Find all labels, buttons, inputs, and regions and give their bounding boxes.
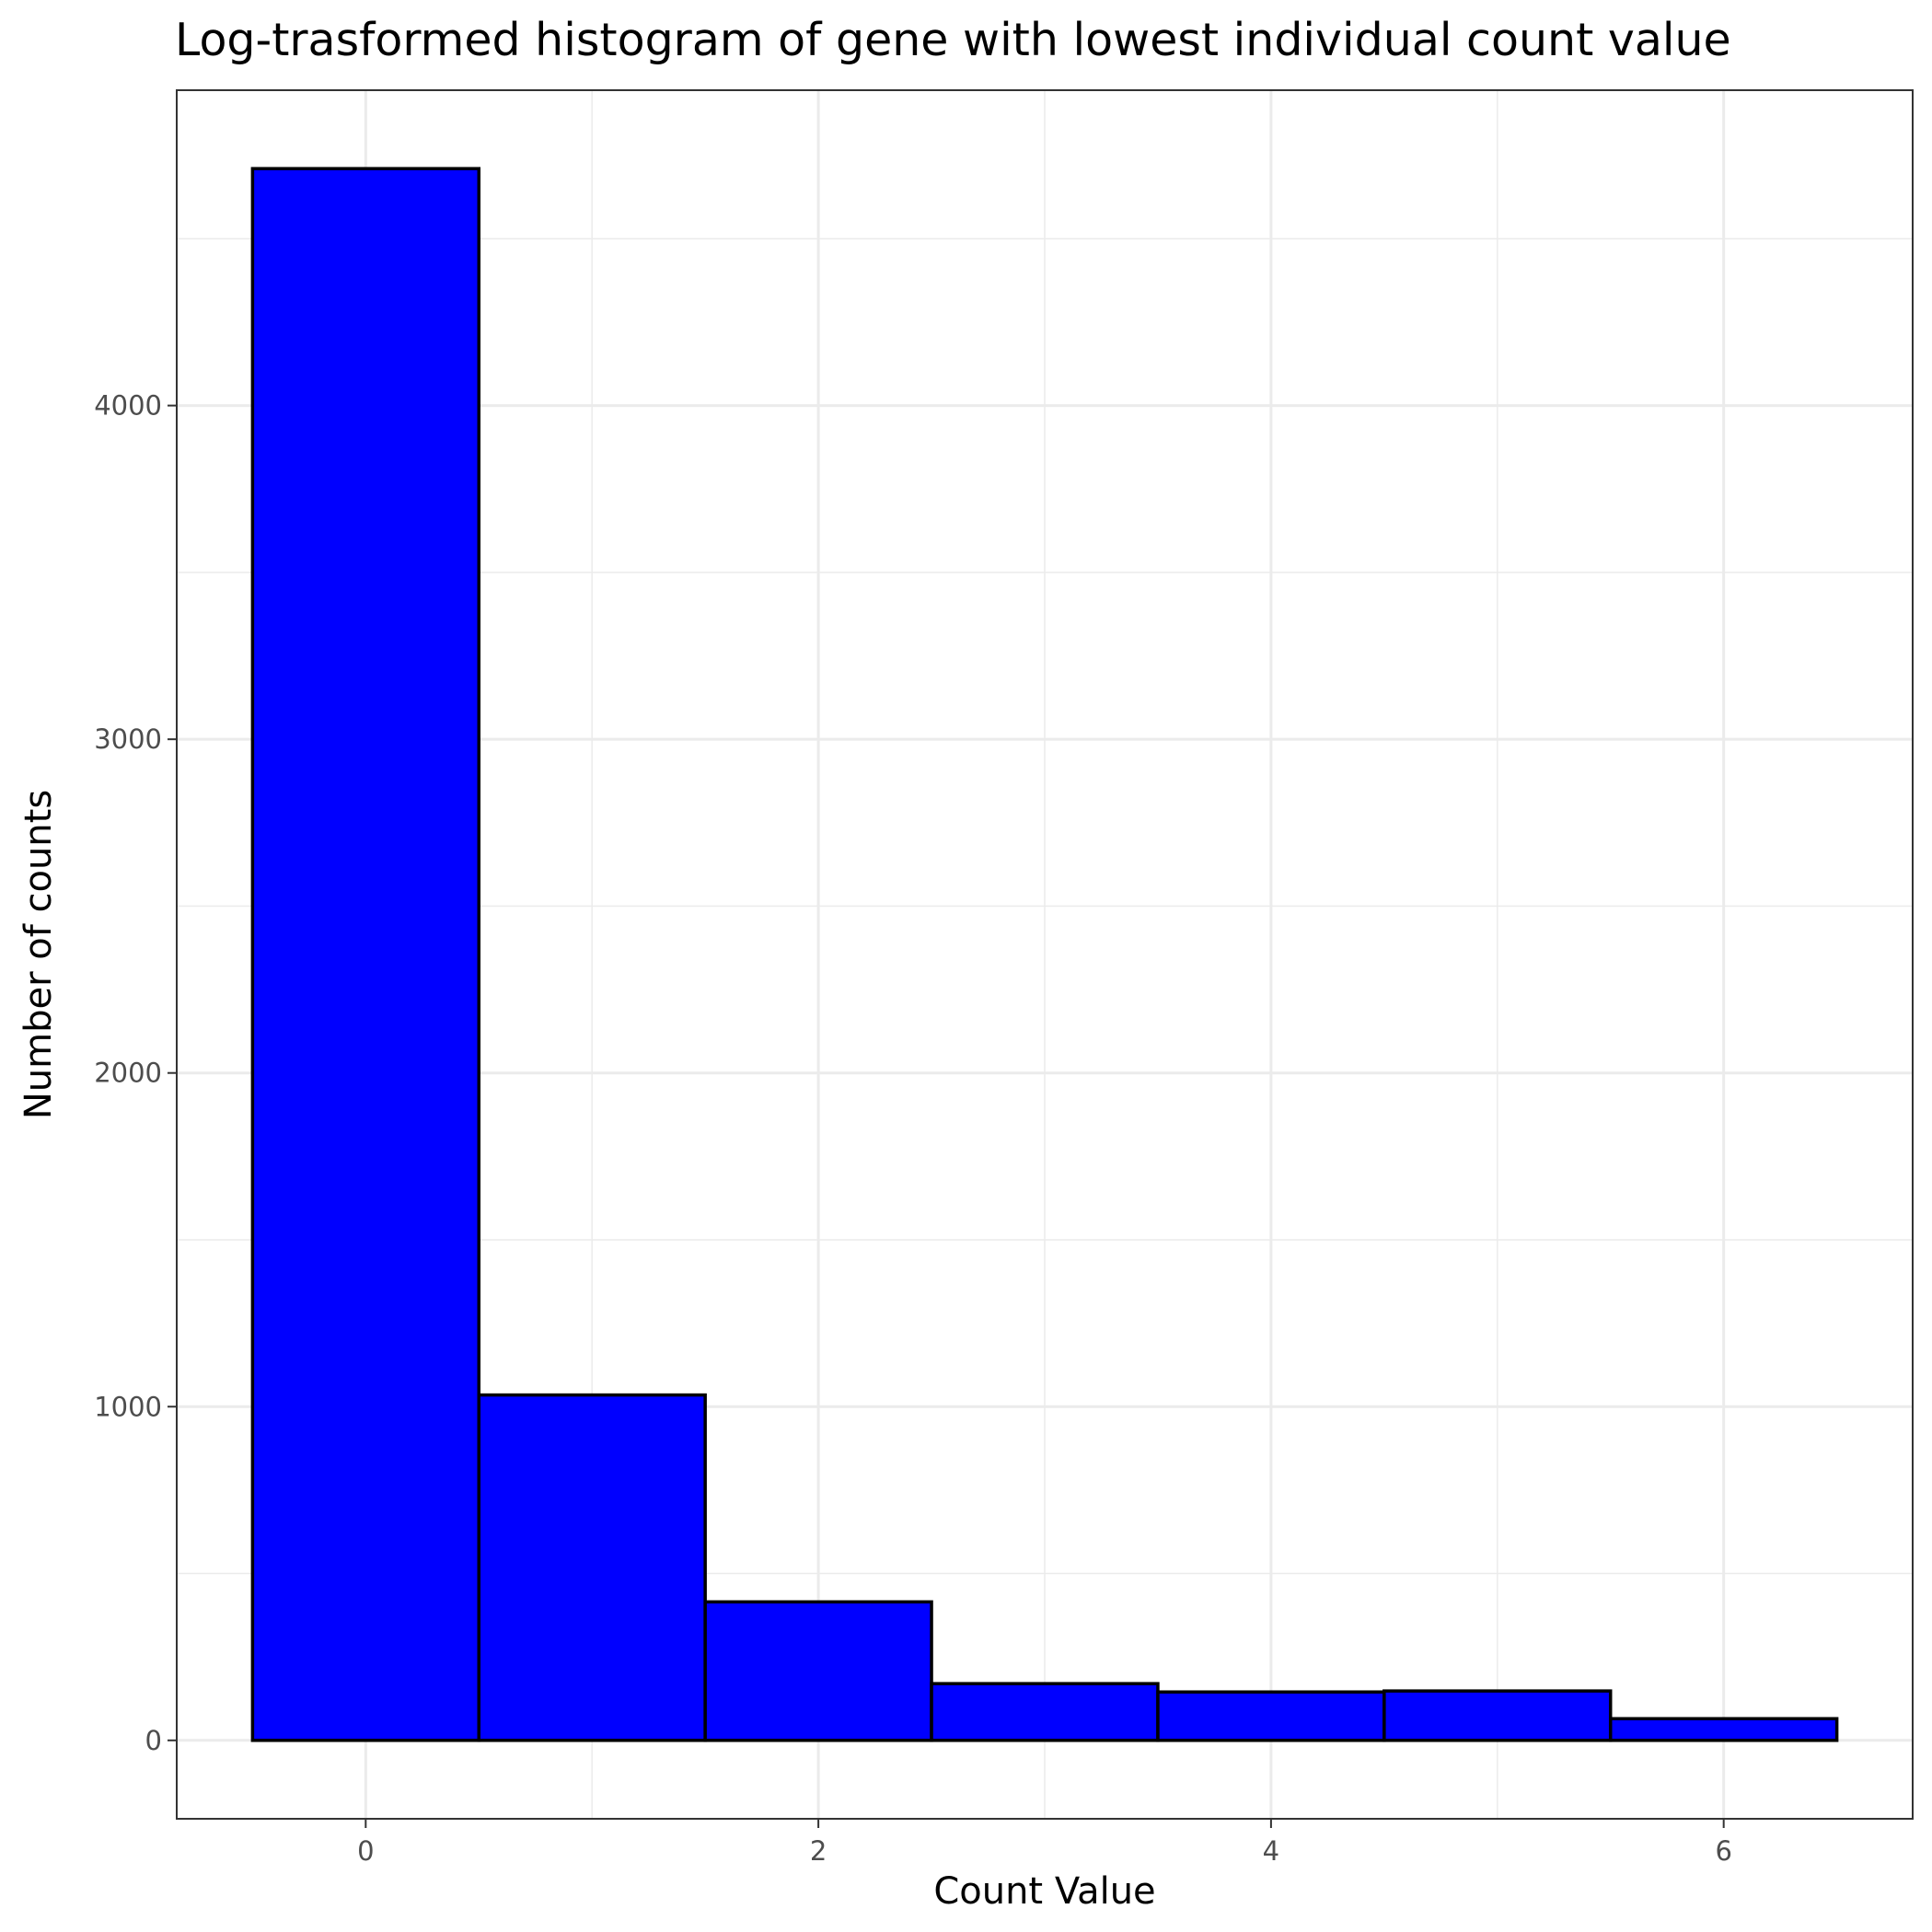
x-tick-label: 2 xyxy=(810,1835,827,1867)
histogram-bar xyxy=(477,1393,707,1742)
x-tick-label: 0 xyxy=(357,1835,374,1867)
y-tick-label: 2000 xyxy=(94,1058,162,1089)
histogram-bars xyxy=(250,167,1839,1742)
axes: 0 2 4 6 0 1000 2000 3000 4000 xyxy=(94,390,1732,1867)
x-axis-title: Count Value xyxy=(933,1870,1155,1913)
y-tick-label: 3000 xyxy=(94,723,162,755)
x-tick-label: 6 xyxy=(1715,1835,1731,1867)
panel-border xyxy=(176,89,1914,1820)
y-tick-label: 1000 xyxy=(94,1391,162,1422)
y-tick-label: 0 xyxy=(145,1725,162,1756)
x-tick-label: 4 xyxy=(1263,1835,1279,1867)
y-axis-title: Number of counts xyxy=(17,790,60,1119)
histogram-bar xyxy=(1156,1690,1386,1742)
histogram-bar xyxy=(703,1600,933,1742)
histogram-bar xyxy=(1608,1717,1839,1742)
histogram-bar xyxy=(250,167,481,1742)
histogram-bar xyxy=(930,1682,1160,1742)
histogram-bar xyxy=(1382,1689,1613,1742)
y-tick-label: 4000 xyxy=(94,390,162,422)
chart-title: Log-trasformed histogram of gene with lo… xyxy=(175,14,1731,66)
